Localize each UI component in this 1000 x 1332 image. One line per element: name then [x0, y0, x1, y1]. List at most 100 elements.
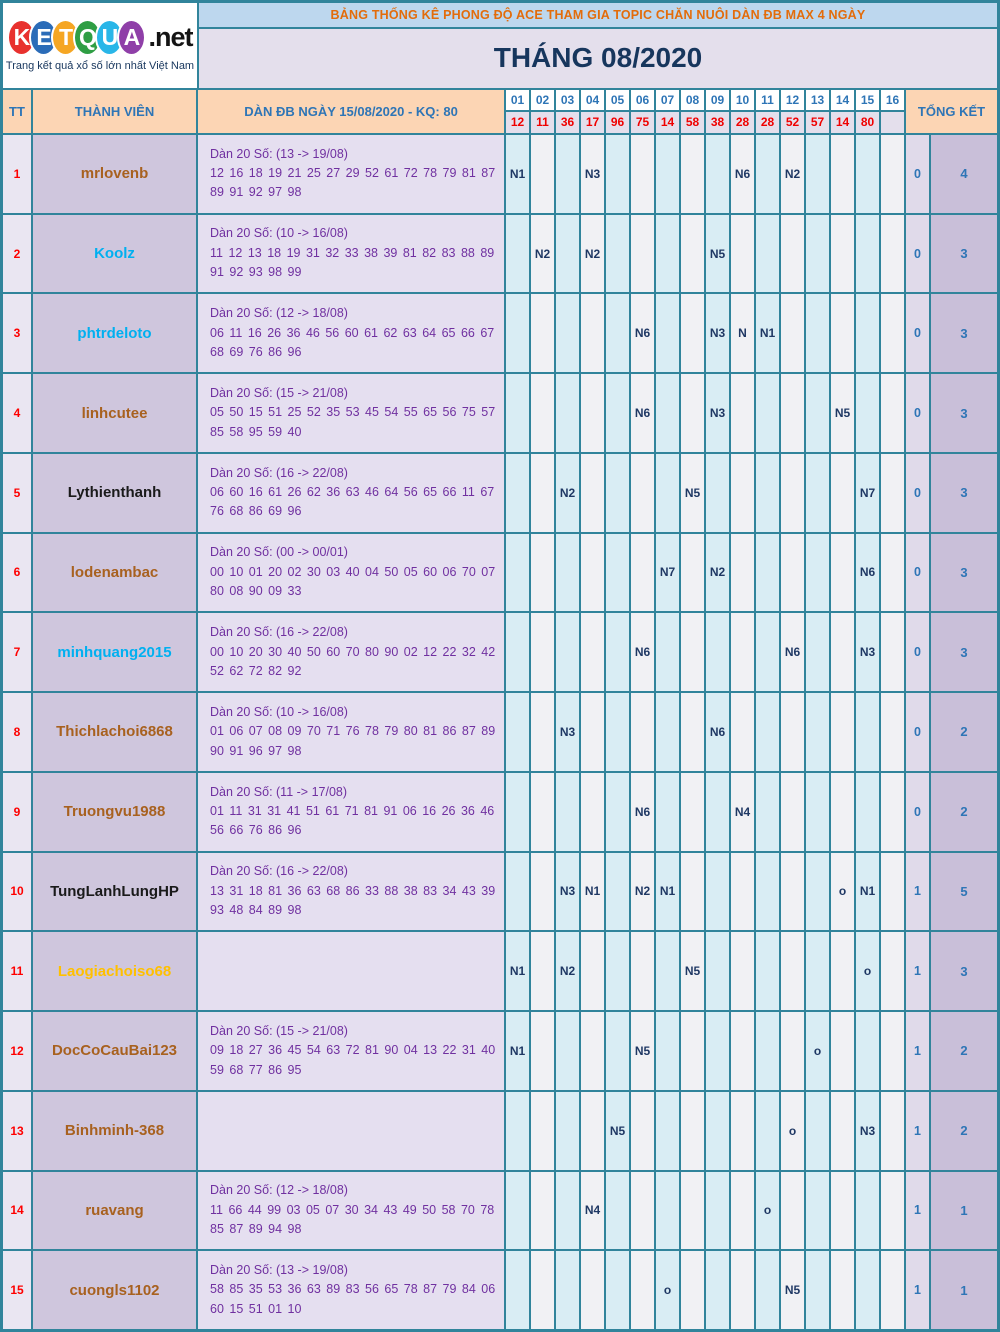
day-cell: N7 [656, 533, 679, 612]
day-cell [631, 1091, 654, 1170]
day-cell [881, 932, 904, 1011]
day-cell: N1 [506, 932, 529, 1011]
day-cell: o [756, 1171, 779, 1250]
day-cell [681, 214, 704, 293]
day-cell [831, 214, 854, 293]
day-cell [606, 852, 629, 931]
day-cell: N3 [706, 294, 729, 373]
day-cell [631, 134, 654, 213]
day-cell [806, 852, 829, 931]
day-cell [606, 214, 629, 293]
day-cell: N2 [581, 214, 604, 293]
day-cell [781, 693, 804, 771]
day-cell: N1 [581, 852, 604, 931]
tt-cell: 14 [3, 1171, 31, 1250]
day-cell [506, 1091, 529, 1170]
dan-range: Dàn 20 Số: (10 -> 16/08) [210, 226, 348, 241]
day-cell [531, 134, 554, 213]
day-cell [531, 693, 554, 771]
day-cell [806, 294, 829, 373]
total-score-cell: 3 [931, 453, 997, 532]
day-cell [881, 1091, 904, 1170]
day-cell [731, 214, 754, 293]
banner-area: BẢNG THỐNG KÊ PHONG ĐỘ ACE THAM GIA TOPI… [199, 3, 997, 88]
member-name: Koolz [33, 214, 196, 293]
day-cell [506, 1171, 529, 1250]
day-cell [531, 294, 554, 373]
tt-cell: 6 [3, 533, 31, 612]
tt-cell: 13 [3, 1091, 31, 1170]
dan-numbers: 12 16 18 19 21 25 27 29 52 61 72 78 79 8… [210, 166, 496, 200]
day-cell [581, 1091, 604, 1170]
day-cell [756, 1012, 779, 1090]
total-score-cell: 4 [931, 134, 997, 213]
day-cell [881, 772, 904, 851]
day-cell: N7 [856, 453, 879, 532]
day-column-header: 10 [731, 89, 754, 110]
day-cell [781, 772, 804, 851]
dan-numbers: 01 11 31 31 41 51 61 71 81 91 06 16 26 3… [210, 804, 495, 838]
dan-cell: Dàn 20 Số: (16 -> 22/08) 06 60 16 61 26 6… [198, 453, 504, 532]
day-cell [731, 852, 754, 931]
day-cell [581, 772, 604, 851]
day-cell: o [656, 1251, 679, 1329]
day-cell: N2 [556, 932, 579, 1011]
dan-cell: Dàn 20 Số: (13 -> 19/08) 12 16 18 19 21 2… [198, 134, 504, 213]
total-hit-cell: 0 [906, 214, 929, 293]
day-result-value: 17 [581, 111, 604, 133]
day-cell: N5 [681, 453, 704, 532]
day-cell [781, 294, 804, 373]
day-cell [506, 533, 529, 612]
day-cell [856, 1251, 879, 1329]
day-cell: N6 [731, 134, 754, 213]
total-score-cell: 5 [931, 852, 997, 931]
day-cell [656, 374, 679, 452]
day-cell [531, 613, 554, 692]
day-cell [831, 1171, 854, 1250]
day-column-header: 07 [656, 89, 679, 110]
day-cell: N3 [556, 852, 579, 931]
day-cell [606, 693, 629, 771]
day-result-value: 14 [831, 111, 854, 133]
day-cell [606, 134, 629, 213]
total-score-cell: 3 [931, 374, 997, 452]
member-name: lodenambac [33, 533, 196, 612]
day-cell [656, 693, 679, 771]
total-hit-cell: 0 [906, 693, 929, 771]
dan-cell: Dàn 20 Số: (11 -> 17/08) 01 11 31 31 41 5… [198, 772, 504, 851]
day-result-value: 96 [606, 111, 629, 133]
dan-numbers: 13 31 18 81 36 63 68 86 33 88 38 83 34 4… [210, 883, 496, 918]
day-cell [656, 772, 679, 851]
day-cell [731, 453, 754, 532]
day-column-header: 11 [756, 89, 779, 110]
day-cell [856, 1171, 879, 1250]
day-cell [581, 1251, 604, 1329]
day-column-header: 08 [681, 89, 704, 110]
day-cell: o [806, 1012, 829, 1090]
day-cell: N4 [581, 1171, 604, 1250]
day-cell: N2 [531, 214, 554, 293]
day-cell [856, 294, 879, 373]
day-cell: N5 [631, 1012, 654, 1090]
dan-numbers: 05 50 15 51 25 52 35 53 45 54 55 65 56 7… [210, 405, 496, 439]
day-cell [531, 453, 554, 532]
day-cell [556, 1012, 579, 1090]
day-cell [731, 693, 754, 771]
day-cell: N5 [606, 1091, 629, 1170]
column-header-total: TỔNG KẾT [906, 89, 997, 133]
day-cell [706, 1171, 729, 1250]
day-cell [881, 613, 904, 692]
day-cell [581, 1012, 604, 1090]
total-hit-cell: 1 [906, 1012, 929, 1090]
day-cell [731, 1171, 754, 1250]
day-cell: N3 [706, 374, 729, 452]
day-cell [631, 533, 654, 612]
tt-cell: 12 [3, 1012, 31, 1090]
ketqua-logo[interactable]: K E T Q U A .net Trang kết quả xổ số lớn nhất … [3, 3, 197, 88]
day-cell [706, 772, 729, 851]
day-cell [856, 134, 879, 213]
dan-range: Dàn 20 Số: (13 -> 19/08) [210, 1263, 348, 1278]
day-cell [756, 1091, 779, 1170]
day-cell [831, 134, 854, 213]
